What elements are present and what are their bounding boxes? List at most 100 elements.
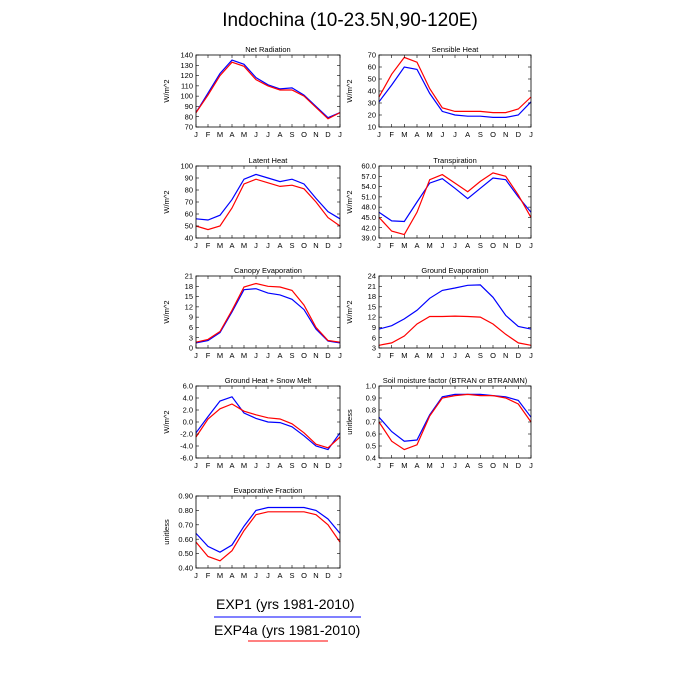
y-tick-label: -6.0 [180,454,193,463]
x-tick-label: J [529,351,533,360]
x-tick-label: F [206,571,211,580]
series-line-exp4a [195,178,341,231]
x-tick-label: M [217,461,223,470]
x-tick-label: M [427,130,433,139]
x-tick-label: F [389,461,394,470]
x-tick-label: A [229,351,234,360]
y-axis-label: W/m^2 [162,190,171,213]
y-tick-label: 1.0 [366,382,376,391]
x-tick-label: F [389,241,394,250]
series-line-exp1 [378,393,532,442]
plot-frame [378,385,532,459]
figure-title: Indochina (10-23.5N,90-120E) [222,10,478,31]
x-tick-label: N [313,130,318,139]
series-line-exp4a [378,315,532,346]
x-tick-label: J [266,351,270,360]
y-tick-label: 100 [180,92,193,101]
x-tick-label: O [490,241,496,250]
y-tick-label: 140 [180,51,193,60]
series-line-exp1 [195,506,341,553]
panel-title: Ground Heat + Snow Melt [225,376,312,385]
x-tick-label: N [313,241,318,250]
series-line-exp1 [378,66,532,119]
x-tick-label: A [277,241,282,250]
y-tick-label: 0.7 [366,418,376,427]
x-tick-label: S [289,241,294,250]
y-tick-label: -2.0 [180,430,193,439]
x-tick-label: N [313,571,318,580]
series-line-exp1 [195,173,341,221]
x-tick-label: F [206,461,211,470]
y-tick-label: 70 [185,123,193,132]
x-tick-label: M [401,241,407,250]
panel-title: Net Radiation [245,45,290,54]
panel-7: J F M A M J J A S O N D J-6.0-4.0-2.00.02.04.06.0Gro… [162,376,342,470]
y-tick-label: 0.0 [183,418,193,427]
y-tick-label: 18 [368,292,376,301]
x-tick-label: O [301,130,307,139]
series-line-exp1 [195,288,341,344]
y-tick-label: 0.8 [366,406,376,415]
y-tick-label: 60 [185,210,193,219]
x-tick-label: S [478,461,483,470]
x-tick-label: M [427,351,433,360]
x-tick-label: M [401,351,407,360]
x-tick-label: S [289,351,294,360]
y-tick-label: 120 [180,71,193,80]
x-tick-label: J [377,130,381,139]
x-tick-label: O [490,351,496,360]
x-tick-label: N [503,130,508,139]
panel-title: Soil moisture factor (BTRAN or BTRANMN) [383,376,528,385]
x-tick-label: D [516,351,522,360]
y-tick-label: -4.0 [180,442,193,451]
y-tick-label: 30 [368,99,376,108]
y-tick-label: 40 [368,87,376,96]
series-line-exp4a [378,172,532,236]
y-tick-label: 0.90 [178,492,193,501]
x-tick-label: D [516,130,522,139]
x-tick-label: O [301,241,307,250]
x-tick-label: J [377,241,381,250]
x-tick-label: J [453,241,457,250]
y-tick-label: 4.0 [183,394,193,403]
x-tick-label: D [325,351,331,360]
y-tick-label: 0.80 [178,506,193,515]
x-tick-label: J [453,461,457,470]
x-tick-label: S [478,241,483,250]
y-tick-label: 20 [368,111,376,120]
y-tick-label: 0.6 [366,430,376,439]
series-line-exp1 [378,177,532,223]
series-line-exp1 [195,59,341,119]
panel-title: Ground Evaporation [421,266,488,275]
x-tick-label: O [490,130,496,139]
series-line-exp4a [195,61,341,120]
x-tick-label: M [241,351,247,360]
x-tick-label: S [478,351,483,360]
y-tick-label: 10 [368,123,376,132]
y-tick-label: 0.4 [366,454,376,463]
x-tick-label: N [313,461,318,470]
x-tick-label: M [217,130,223,139]
y-tick-label: 42.0 [361,223,376,232]
plot-frame [378,54,532,128]
y-axis-label: W/m^2 [162,79,171,102]
y-tick-label: 0 [189,344,193,353]
y-tick-label: 90 [185,174,193,183]
series-line-exp4a [195,511,341,562]
x-tick-label: J [529,130,533,139]
y-tick-label: 40 [185,234,193,243]
x-tick-label: A [229,241,234,250]
series-line-exp4a [195,282,341,343]
y-tick-label: 0.50 [178,549,193,558]
x-tick-label: A [414,241,419,250]
x-tick-label: A [465,461,470,470]
x-tick-label: D [516,241,522,250]
y-tick-label: 9 [372,323,376,332]
x-tick-label: M [401,461,407,470]
y-axis-label: W/m^2 [162,410,171,433]
x-tick-label: M [241,130,247,139]
y-tick-label: 15 [368,302,376,311]
x-tick-label: D [325,571,331,580]
